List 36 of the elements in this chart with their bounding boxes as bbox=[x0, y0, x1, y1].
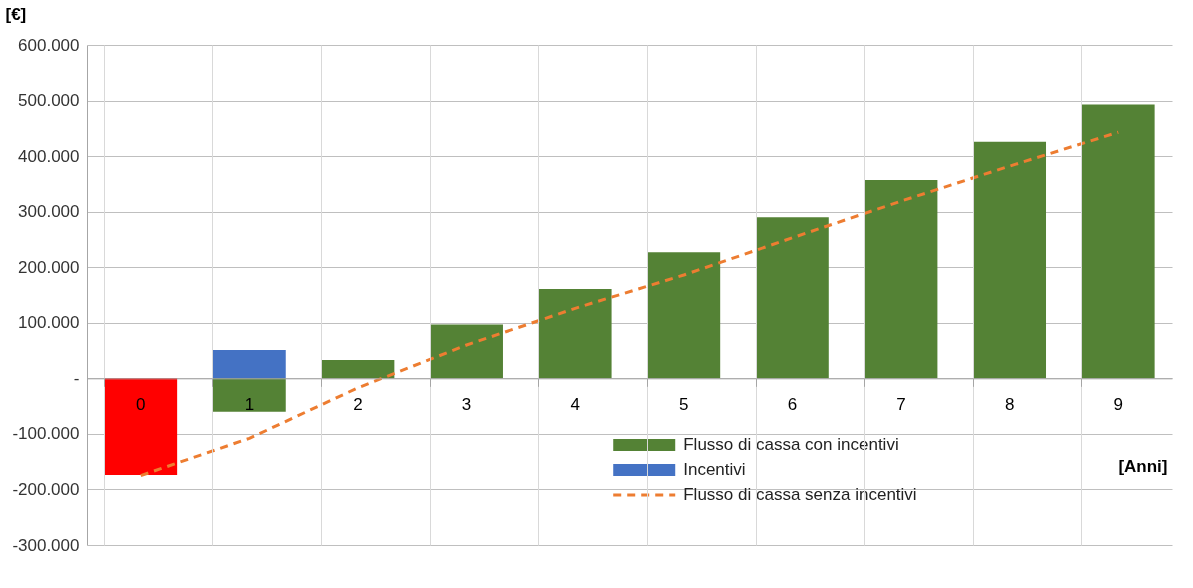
bar bbox=[538, 288, 612, 379]
bar bbox=[756, 217, 829, 379]
x-axis-title: [Anni] bbox=[1118, 456, 1168, 476]
x-tick-label: 0 bbox=[136, 394, 146, 414]
x-tick-label: 3 bbox=[461, 394, 472, 414]
x-tick-label: 9 bbox=[1113, 394, 1123, 414]
bar bbox=[1081, 104, 1155, 379]
x-tick-label: 1 bbox=[244, 394, 255, 414]
y-tick-label: - bbox=[73, 368, 80, 388]
x-tick-label: 4 bbox=[570, 394, 580, 414]
x-tick-label: 8 bbox=[1004, 394, 1015, 414]
y-tick-label: 400.000 bbox=[18, 146, 80, 166]
x-tick-label: 2 bbox=[353, 394, 363, 414]
bar bbox=[212, 378, 286, 412]
y-tick-label: 300.000 bbox=[18, 202, 80, 222]
x-tick-label: 6 bbox=[787, 394, 798, 414]
x-tick-label: 7 bbox=[896, 394, 906, 414]
x-tick-label: 5 bbox=[679, 394, 689, 414]
legend-label: Flusso di cassa senza incentivi bbox=[683, 485, 917, 504]
legend-label: Flusso di cassa con incentivi bbox=[683, 435, 899, 454]
y-tick-label: -200.000 bbox=[12, 479, 80, 499]
bar bbox=[430, 324, 503, 379]
y-tick-label: -100.000 bbox=[12, 424, 80, 444]
legend-label: Incentivi bbox=[683, 460, 746, 479]
bar bbox=[104, 378, 178, 475]
y-tick-label: 200.000 bbox=[18, 257, 80, 277]
y-axis-title: [€] bbox=[5, 4, 27, 24]
y-tick-label: -300.000 bbox=[12, 535, 80, 555]
bar bbox=[321, 360, 395, 379]
bar bbox=[973, 141, 1047, 379]
y-tick-label: 600.000 bbox=[18, 35, 80, 55]
bar bbox=[864, 180, 938, 379]
bar bbox=[647, 252, 721, 379]
y-tick-label: 500.000 bbox=[18, 91, 80, 111]
bar bbox=[212, 350, 286, 379]
y-tick-label: 100.000 bbox=[18, 313, 80, 333]
